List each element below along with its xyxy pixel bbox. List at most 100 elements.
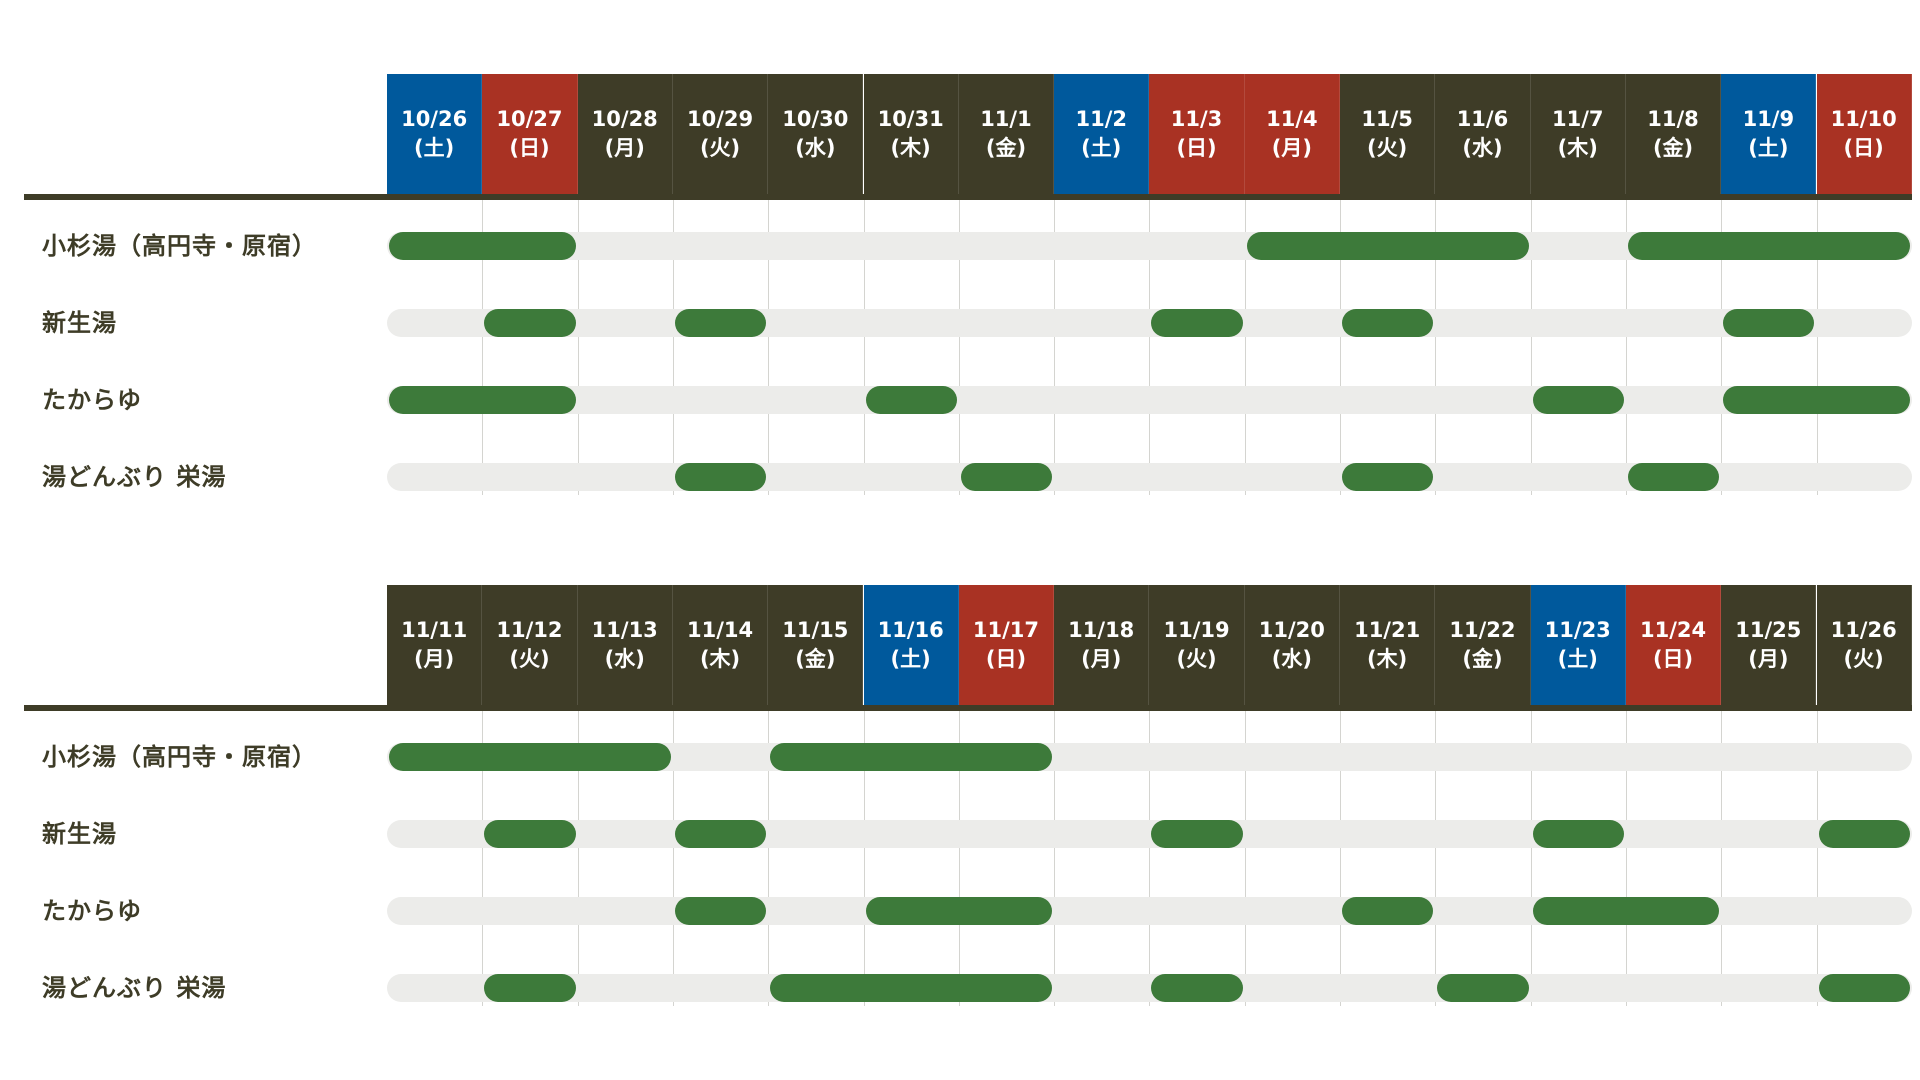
grid-line — [1340, 200, 1341, 495]
open-day-bar — [674, 309, 767, 337]
open-day-bar — [1342, 463, 1434, 491]
weekday-label: (日) — [1652, 647, 1694, 671]
weekday-label: (月) — [1748, 647, 1789, 671]
date-header-cell: 11/9 (土) — [1721, 74, 1817, 194]
open-day-bar — [674, 463, 767, 491]
date-label: 11/8 — [1647, 107, 1699, 131]
weekday-label: (月) — [1271, 136, 1312, 160]
date-header-cell: 10/27 (日) — [482, 74, 578, 194]
date-header-cell: 11/8 (金) — [1625, 74, 1722, 194]
date-label: 11/2 — [1075, 107, 1127, 131]
date-header-cell: 11/11 (月) — [387, 585, 483, 705]
grid-line — [577, 711, 579, 1006]
weekday-label: (土) — [1081, 136, 1122, 160]
date-label: 10/30 — [782, 107, 849, 131]
weekday-label: (木) — [1557, 136, 1598, 160]
weekday-label: (金) — [1652, 136, 1694, 160]
date-label: 11/23 — [1544, 618, 1611, 642]
weekday-label: (水) — [1271, 647, 1312, 671]
weekday-label: (火) — [1843, 647, 1884, 671]
weekday-label: (土) — [1557, 647, 1598, 671]
open-day-bar — [865, 386, 957, 414]
date-label: 11/3 — [1170, 107, 1223, 131]
weekday-label: (土) — [414, 136, 455, 160]
date-header-cell: 11/18 (月) — [1054, 585, 1150, 705]
grid-line — [1530, 200, 1532, 495]
date-header-cell: 11/19 (火) — [1149, 585, 1245, 705]
row-track — [387, 386, 1912, 414]
date-header-cell: 10/31 (木) — [863, 74, 959, 194]
weekday-label: (金) — [985, 136, 1027, 160]
date-header-cell: 11/5 (火) — [1340, 74, 1436, 194]
grid-line — [1816, 200, 1818, 495]
bathhouse-name: たからゆ — [42, 897, 142, 925]
weekday-label: (火) — [509, 647, 550, 671]
date-label: 11/16 — [877, 618, 944, 642]
date-label: 11/26 — [1830, 618, 1897, 642]
date-header-cell: 11/14 (木) — [672, 585, 769, 705]
weekday-label: (水) — [795, 136, 836, 160]
schedule-block: 10/26 (土) 10/27 (日) 10/28 (月) 10/29 (火) 10/30 (水)… — [0, 74, 1920, 495]
grid-line — [1625, 200, 1627, 495]
grid-line — [1244, 200, 1246, 495]
bathhouse-name: たからゆ — [42, 386, 142, 414]
row-track — [387, 309, 1912, 337]
open-day-bar — [389, 743, 671, 771]
date-header-cell: 11/16 (土) — [863, 585, 959, 705]
date-header-cell: 11/25 (月) — [1721, 585, 1817, 705]
weekday-label: (月) — [414, 647, 455, 671]
bathhouse-name: 小杉湯（高円寺・原宿） — [42, 743, 317, 771]
date-label: 10/29 — [686, 107, 754, 131]
grid-line — [1435, 711, 1437, 1006]
grid-line — [1054, 711, 1056, 1006]
weekday-label: (水) — [1462, 136, 1503, 160]
bathhouse-name: 湯どんぶり 栄湯 — [42, 463, 227, 491]
open-day-bar — [1151, 309, 1243, 337]
bathhouse-name: 新生湯 — [42, 820, 117, 848]
date-header-cell: 11/26 (火) — [1816, 585, 1912, 705]
grid-line — [482, 711, 484, 1006]
date-label: 11/19 — [1163, 618, 1230, 642]
open-day-bar — [1437, 974, 1529, 1002]
date-header-cell: 11/21 (木) — [1340, 585, 1436, 705]
open-day-bar — [1246, 232, 1529, 260]
date-header-cell: 11/22 (金) — [1435, 585, 1531, 705]
weekday-label: (火) — [699, 136, 741, 160]
date-label: 11/17 — [972, 618, 1039, 642]
bathhouse-name: 小杉湯（高円寺・原宿） — [42, 232, 317, 260]
grid-line — [1149, 711, 1151, 1006]
date-label: 11/5 — [1361, 107, 1413, 131]
grid-line — [958, 200, 960, 495]
open-day-bar — [484, 974, 576, 1002]
weekday-label: (金) — [1462, 647, 1503, 671]
open-day-bar — [770, 974, 1053, 1002]
open-day-bar — [1627, 463, 1720, 491]
date-label: 11/18 — [1068, 618, 1135, 642]
date-header-cell: 11/23 (土) — [1530, 585, 1626, 705]
open-day-bar — [1723, 386, 1910, 414]
grid-line — [1435, 200, 1437, 495]
grid-line — [863, 200, 865, 495]
open-day-bar — [389, 386, 576, 414]
grid-line — [1244, 711, 1246, 1006]
grid-line — [1054, 200, 1056, 495]
open-day-bar — [960, 463, 1053, 491]
date-label: 11/11 — [401, 618, 468, 642]
date-header-cell: 11/7 (木) — [1530, 74, 1626, 194]
grid-line — [1340, 711, 1341, 1006]
weekday-label: (金) — [795, 647, 836, 671]
weekday-label: (水) — [604, 647, 645, 671]
grid-line — [768, 711, 770, 1006]
date-label: 10/26 — [401, 107, 468, 131]
weekday-label: (木) — [699, 647, 741, 671]
date-label: 11/22 — [1449, 618, 1516, 642]
date-label: 11/25 — [1735, 618, 1802, 642]
open-day-bar — [484, 820, 576, 848]
date-header-cell: 11/20 (水) — [1244, 585, 1340, 705]
date-header-cell: 11/6 (水) — [1435, 74, 1531, 194]
grid-line — [1816, 711, 1818, 1006]
grid-line — [958, 711, 960, 1006]
date-label: 11/12 — [496, 618, 563, 642]
date-label: 11/24 — [1639, 618, 1707, 642]
date-label: 10/27 — [496, 107, 563, 131]
